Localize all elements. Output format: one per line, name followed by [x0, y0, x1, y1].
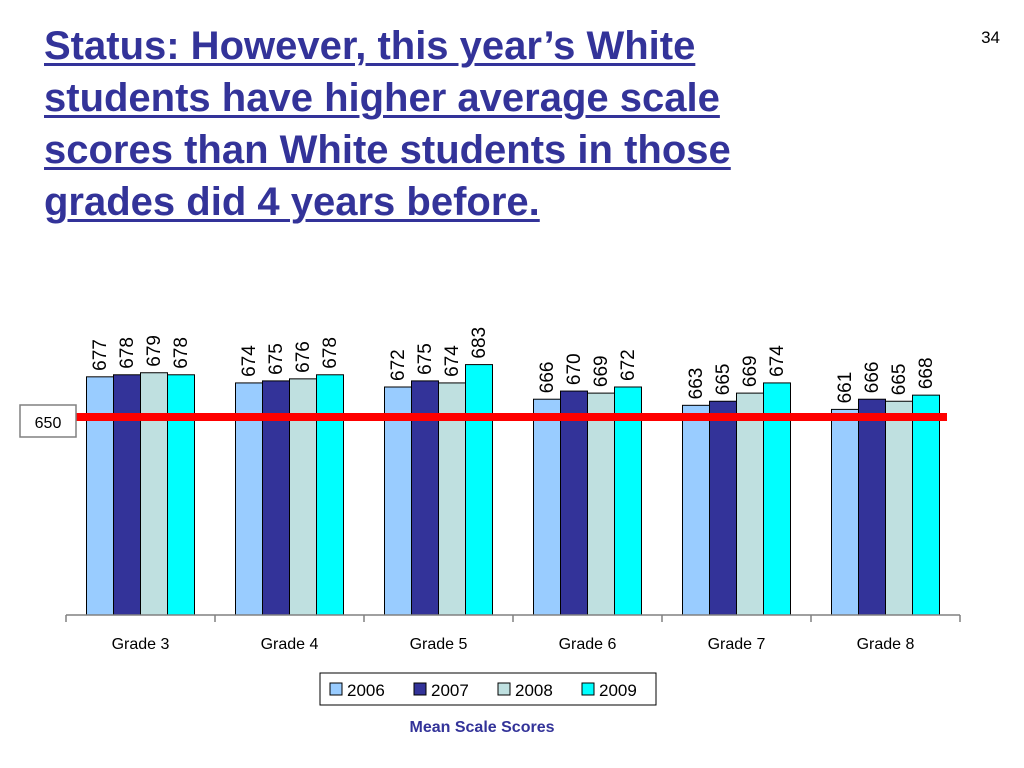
reference-line-layer: 650 — [19, 404, 947, 438]
legend-swatch-2009 — [581, 682, 595, 696]
bar-grade-6-2009 — [614, 386, 642, 616]
legend-box — [319, 672, 657, 706]
data-labels-layer: 677 678 679 678 674 675 676 678 672 675 674 683 666 6… — [90, 327, 937, 403]
data-label-grade-7-2006: 663 — [686, 368, 707, 400]
data-label-grade-3-2006: 677 — [90, 339, 111, 371]
bar-grade-3-2009 — [167, 374, 195, 616]
data-label-grade-4-2006: 674 — [239, 345, 260, 377]
legend-swatch-2007 — [413, 682, 427, 696]
data-label-grade-8-2007: 666 — [862, 362, 883, 394]
data-label-grade-8-2006: 661 — [835, 372, 856, 404]
data-label-grade-3-2008: 679 — [144, 335, 165, 367]
legend-swatch-2008 — [497, 682, 511, 696]
bar-grade-5-2008 — [438, 382, 466, 616]
bar-grade-7-2008 — [736, 392, 764, 616]
bar-grade-3-2008 — [140, 372, 168, 616]
data-label-grade-6-2006: 666 — [537, 362, 558, 394]
bars-layer — [86, 364, 940, 616]
data-label-grade-5-2008: 674 — [442, 345, 463, 377]
bar-grade-8-2006 — [831, 408, 859, 616]
bar-grade-5-2006 — [384, 386, 412, 616]
slide-title: Status: However, this year’s White stude… — [44, 24, 731, 224]
x-tick-label-grade-5: Grade 5 — [410, 636, 468, 653]
data-label-grade-8-2009: 668 — [916, 357, 937, 389]
data-label-grade-7-2007: 665 — [713, 364, 734, 396]
data-label-grade-6-2008: 669 — [591, 355, 612, 387]
bar-grade-8-2008 — [885, 400, 913, 616]
data-label-grade-4-2009: 678 — [320, 337, 341, 369]
bar-grade-4-2006 — [235, 382, 263, 616]
data-label-grade-5-2009: 683 — [469, 327, 490, 359]
data-label-grade-7-2009: 674 — [767, 345, 788, 377]
data-label-grade-3-2009: 678 — [171, 337, 192, 369]
reference-label-box — [19, 404, 77, 438]
bar-grade-6-2008 — [587, 392, 615, 616]
slide-number: 34 — [981, 28, 1000, 47]
reference-label: 650 — [35, 415, 62, 432]
legend-label-2006: 2006 — [347, 681, 385, 700]
legend: 2006 2007 2008 2009 — [319, 672, 657, 706]
legend-swatch-2006 — [329, 682, 343, 696]
bar-grade-3-2006 — [86, 376, 114, 616]
x-tick-label-grade-4: Grade 4 — [261, 636, 319, 653]
x-tick-label-grade-7: Grade 7 — [708, 636, 766, 653]
data-label-grade-4-2008: 676 — [293, 341, 314, 373]
x-tick-label-grade-3: Grade 3 — [112, 636, 170, 653]
bar-grade-3-2007 — [113, 374, 141, 616]
data-label-grade-8-2008: 665 — [889, 364, 910, 396]
legend-label-2009: 2009 — [599, 681, 637, 700]
x-axis: Grade 3 Grade 4 Grade 5 Grade 6 Grade 7 Grade… — [65, 614, 961, 653]
bar-grade-7-2006 — [682, 404, 710, 616]
data-label-grade-5-2006: 672 — [388, 349, 409, 381]
bar-grade-6-2006 — [533, 398, 561, 616]
bar-grade-7-2007 — [709, 400, 737, 616]
data-label-grade-6-2007: 670 — [564, 353, 585, 385]
legend-label-2008: 2008 — [515, 681, 553, 700]
bar-grade-8-2007 — [858, 398, 886, 616]
bar-grade-8-2009 — [912, 394, 940, 616]
bar-grade-7-2009 — [763, 382, 791, 616]
data-label-grade-6-2009: 672 — [618, 349, 639, 381]
data-label-grade-4-2007: 675 — [266, 343, 287, 375]
data-label-grade-3-2007: 678 — [117, 337, 138, 369]
bar-grade-4-2009 — [316, 374, 344, 616]
x-tick-label-grade-6: Grade 6 — [559, 636, 617, 653]
data-label-grade-7-2008: 669 — [740, 355, 761, 387]
bar-grade-5-2009 — [465, 364, 493, 616]
bar-grade-6-2007 — [560, 390, 588, 616]
x-tick-label-grade-8: Grade 8 — [857, 636, 915, 653]
legend-label-2007: 2007 — [431, 681, 469, 700]
chart-footer-label: Mean Scale Scores — [410, 719, 555, 736]
data-label-grade-5-2007: 675 — [415, 343, 436, 375]
